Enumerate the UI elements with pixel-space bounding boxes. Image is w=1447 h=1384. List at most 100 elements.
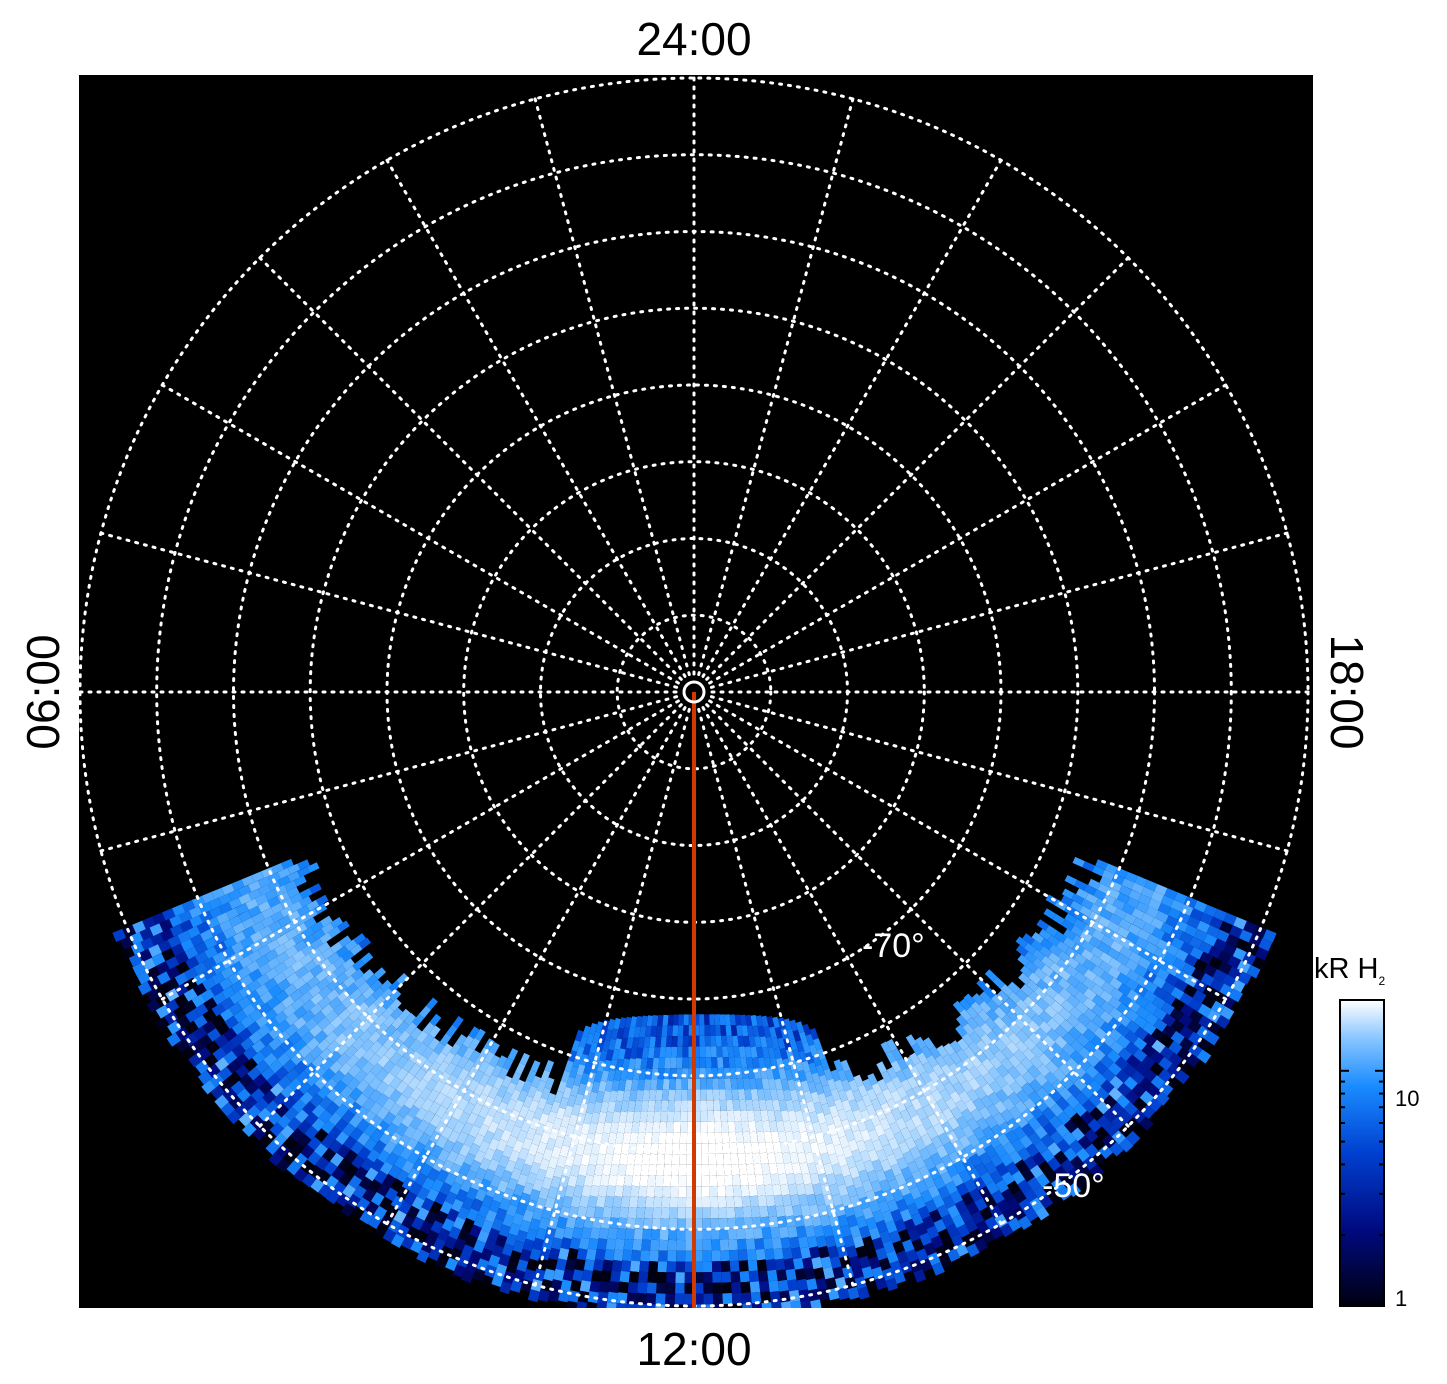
emission-cell [240, 1015, 255, 1029]
emission-cell [396, 973, 409, 986]
emission-cell [694, 1261, 704, 1273]
emission-cell [892, 1147, 904, 1161]
emission-cell [1212, 968, 1227, 983]
emission-cell [551, 1146, 562, 1159]
emission-cell [567, 1174, 578, 1188]
emission-cell [627, 1100, 636, 1112]
emission-cell [871, 1159, 883, 1173]
emission-cell [416, 1186, 430, 1201]
emission-cell [317, 1038, 331, 1052]
emission-cell [627, 1281, 639, 1294]
emission-cell [562, 1195, 573, 1209]
emission-cell [789, 1019, 798, 1032]
emission-cell [604, 1080, 614, 1092]
emission-cell [994, 1038, 1007, 1052]
emission-cell [491, 1273, 504, 1288]
emission-cell [1110, 1102, 1126, 1117]
emission-cell [626, 1111, 635, 1123]
emission-cell [570, 1279, 582, 1293]
emission-cell [293, 1016, 307, 1030]
emission-cell [639, 1260, 650, 1273]
emission-cell [862, 1235, 875, 1249]
emission-cell [745, 1152, 754, 1165]
emission-cell [220, 997, 235, 1011]
emission-cell [1089, 954, 1103, 967]
emission-cell [223, 927, 237, 940]
emission-cell [753, 1227, 763, 1240]
emission-cell [593, 1101, 603, 1114]
emission-cell [468, 1124, 481, 1138]
emission-cell [658, 1132, 667, 1144]
emission-cell [207, 1028, 222, 1042]
emission-cell [148, 944, 162, 958]
emission-cell [1150, 917, 1164, 930]
emission-cell [909, 1146, 922, 1160]
emission-cell [1001, 1014, 1014, 1028]
emission-cell [767, 1152, 777, 1165]
emission-cell [434, 1191, 448, 1206]
emission-cell [292, 950, 306, 963]
emission-cell [522, 1209, 534, 1223]
emission-cell [139, 927, 154, 941]
emission-cell [919, 1232, 933, 1246]
emission-cell [642, 1089, 650, 1102]
emission-cell [968, 1066, 982, 1079]
emission-cell [187, 926, 201, 939]
emission-cell [612, 1111, 621, 1123]
emission-cell [581, 1185, 592, 1198]
emission-cell [788, 1183, 798, 1196]
emission-cell [350, 1140, 365, 1155]
emission-cell [274, 1066, 289, 1081]
emission-cell [738, 1260, 749, 1272]
emission-cell [756, 1259, 767, 1272]
emission-cell [344, 1163, 359, 1178]
emission-cell [283, 983, 298, 997]
emission-cell [427, 1167, 440, 1182]
emission-cell [525, 1228, 538, 1242]
emission-cell [755, 1015, 764, 1027]
emission-cell [300, 1144, 315, 1159]
emission-cell [613, 1249, 624, 1262]
emission-cell [427, 1050, 439, 1064]
emission-cell [763, 1237, 774, 1250]
emission-cell [171, 904, 186, 917]
emission-cell [1058, 1062, 1072, 1076]
emission-cell [451, 1140, 464, 1154]
emission-cell [177, 930, 191, 944]
emission-cell [677, 1197, 687, 1208]
emission-cell [1137, 928, 1151, 941]
emission-cell [1131, 882, 1145, 894]
emission-cell [452, 1264, 466, 1278]
emission-cell [804, 1183, 815, 1196]
emission-cell [1166, 1075, 1181, 1090]
emission-cell [726, 1207, 736, 1219]
emission-cell [1072, 1064, 1087, 1079]
emission-cell [342, 1025, 356, 1039]
emission-cell [1188, 1043, 1203, 1058]
emission-cell [338, 935, 352, 948]
emission-cell [746, 1163, 755, 1176]
emission-cell [1015, 1114, 1029, 1129]
emission-cell [377, 1054, 390, 1068]
emission-cell [351, 1037, 365, 1051]
emission-cell [315, 969, 329, 983]
emission-cell [955, 1060, 968, 1074]
emission-cell [999, 1152, 1014, 1167]
emission-cell [1235, 938, 1250, 952]
emission-cell [712, 1293, 723, 1305]
emission-cell [306, 1037, 320, 1051]
emission-cell [1000, 984, 1013, 997]
emission-cell [1220, 1006, 1235, 1020]
emission-cell [700, 1132, 709, 1144]
emission-cell [701, 1153, 709, 1165]
emission-cell [140, 937, 155, 951]
emission-cell [450, 1053, 463, 1067]
emission-cell [933, 1122, 946, 1137]
emission-cell [509, 1250, 522, 1264]
emission-cell [319, 932, 333, 944]
emission-cell [624, 1016, 632, 1029]
emission-cell [993, 1016, 1007, 1030]
emission-cell [1075, 981, 1089, 995]
emission-cell [542, 1148, 553, 1161]
emission-cell [615, 1132, 625, 1144]
